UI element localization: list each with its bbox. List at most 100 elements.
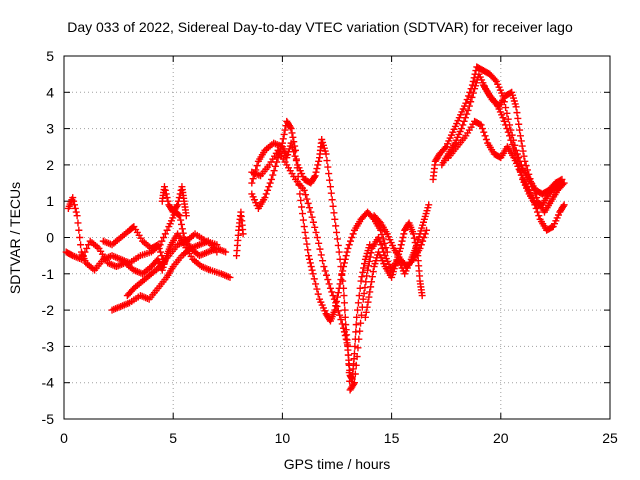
- data-point: [314, 161, 322, 169]
- data-point: [307, 263, 315, 271]
- data-point: [337, 316, 345, 324]
- data-point: [253, 162, 261, 170]
- data-point: [75, 226, 83, 234]
- data-point: [525, 170, 533, 178]
- data-point: [300, 186, 308, 194]
- data-point: [369, 268, 377, 276]
- data-point: [516, 167, 524, 175]
- data-point: [506, 132, 514, 140]
- data-point: [412, 243, 420, 251]
- data-point: [357, 277, 365, 285]
- chart-title: Day 033 of 2022, Sidereal Day-to-day VTE…: [67, 19, 573, 35]
- data-point: [313, 234, 321, 241]
- data-point: [522, 162, 530, 170]
- x-tick-label: 15: [384, 430, 400, 446]
- data-point: [356, 327, 364, 335]
- data-point: [464, 106, 472, 114]
- data-point: [360, 289, 368, 297]
- data-point: [417, 241, 425, 249]
- data-point: [296, 190, 304, 198]
- data-point: [353, 353, 361, 361]
- data-point: [411, 239, 419, 247]
- data-point: [175, 211, 183, 219]
- data-series: [361, 219, 426, 321]
- data-point: [326, 284, 334, 292]
- data-point: [312, 168, 320, 176]
- data-point: [329, 292, 337, 300]
- data-point: [548, 223, 556, 231]
- data-point: [77, 241, 85, 249]
- data-point: [516, 126, 524, 134]
- data-point: [340, 299, 348, 307]
- data-point: [305, 255, 313, 263]
- y-tick-label: -2: [42, 302, 55, 318]
- data-point: [67, 251, 75, 259]
- data-point: [279, 135, 287, 143]
- data-point: [287, 125, 295, 133]
- data-point: [328, 196, 336, 204]
- data-point: [315, 157, 323, 165]
- data-point: [338, 271, 346, 279]
- data-point: [302, 234, 310, 242]
- data-point: [482, 135, 490, 143]
- data-point: [163, 226, 171, 234]
- data-point: [504, 115, 512, 123]
- data-point: [302, 191, 310, 199]
- data-point: [463, 110, 471, 118]
- data-point: [349, 230, 357, 238]
- data-point: [329, 202, 337, 210]
- data-point: [343, 248, 351, 256]
- data-point: [313, 165, 321, 173]
- data-point: [280, 130, 288, 138]
- data-point: [363, 303, 371, 311]
- y-tick-label: -4: [42, 375, 55, 391]
- data-point: [333, 228, 341, 236]
- data-point: [310, 173, 318, 181]
- data-point: [334, 289, 342, 297]
- data-point: [312, 228, 320, 236]
- data-point: [333, 235, 341, 243]
- data-point: [297, 196, 305, 204]
- data-point: [325, 280, 333, 288]
- data-point: [83, 244, 91, 252]
- data-point: [319, 257, 327, 265]
- data-point: [293, 164, 301, 172]
- data-point: [362, 308, 370, 316]
- data-point: [313, 285, 321, 293]
- data-point: [503, 125, 511, 133]
- data-point: [480, 128, 488, 136]
- data-point: [343, 339, 351, 347]
- data-series: [99, 223, 168, 267]
- data-point: [367, 249, 375, 257]
- data-point: [339, 267, 347, 275]
- data-point: [340, 292, 348, 300]
- data-point: [377, 241, 385, 249]
- data-point: [342, 335, 350, 343]
- data-point: [533, 208, 541, 216]
- data-point: [360, 264, 368, 272]
- data-point: [381, 239, 389, 247]
- data-point: [301, 228, 309, 236]
- data-point: [347, 237, 355, 245]
- data-point: [509, 145, 517, 153]
- data-point: [164, 197, 172, 205]
- data-point: [335, 248, 343, 256]
- data-point: [396, 244, 404, 252]
- data-point: [559, 202, 567, 210]
- data-point: [163, 194, 171, 202]
- data-point: [464, 92, 472, 100]
- data-point: [359, 268, 367, 276]
- x-tick-label: 5: [169, 430, 177, 446]
- data-point: [335, 284, 343, 292]
- data-point: [213, 241, 221, 249]
- data-point: [368, 278, 376, 286]
- data-point: [316, 245, 324, 253]
- data-point: [281, 126, 289, 134]
- data-point: [502, 121, 510, 129]
- data-point: [359, 295, 367, 303]
- data-point: [290, 138, 298, 146]
- data-series: [444, 117, 568, 234]
- data-point: [261, 194, 269, 202]
- data-point: [365, 257, 373, 265]
- data-point: [557, 180, 565, 188]
